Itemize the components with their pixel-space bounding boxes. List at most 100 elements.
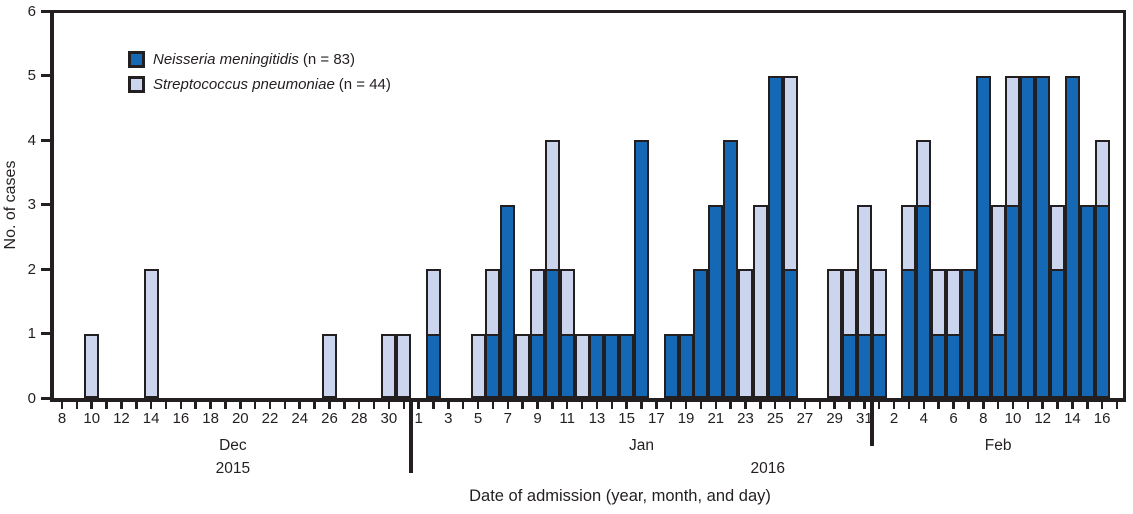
bar-segment-streptococcus: [916, 140, 932, 207]
bar-segment-streptococcus: [559, 269, 575, 336]
x-tick: [848, 402, 851, 409]
y-tick: [41, 332, 50, 335]
x-tick-label: 12: [113, 410, 130, 427]
bar-segment-neisseria: [663, 333, 679, 398]
legend-item-streptococcus: Streptococcus pneumoniae (n = 44): [128, 75, 391, 93]
year-caption: 2016: [750, 460, 786, 477]
y-tick-label: 5: [27, 67, 36, 84]
x-tick: [1115, 402, 1119, 409]
x-tick: [788, 402, 792, 409]
bar-segment-streptococcus: [990, 204, 1006, 336]
x-tick-label: 31: [856, 410, 873, 427]
bar-segment-streptococcus: [871, 269, 887, 336]
y-tick: [41, 74, 50, 77]
x-tick: [372, 402, 376, 409]
bar-segment-neisseria: [589, 333, 605, 398]
bar-segment-streptococcus: [544, 140, 560, 271]
x-tick: [447, 402, 450, 409]
bar-segment-neisseria: [500, 204, 516, 398]
bar-segment-streptococcus: [321, 333, 337, 398]
bar-segment-streptococcus: [856, 204, 872, 336]
bar-segment-neisseria: [960, 269, 976, 398]
x-tick: [699, 402, 703, 409]
x-tick: [1011, 402, 1015, 409]
x-tick-label: 25: [766, 410, 784, 427]
bar-segment-neisseria: [1020, 75, 1036, 398]
x-tick: [417, 402, 420, 409]
x-tick-label: 22: [261, 410, 279, 427]
x-tick: [1100, 402, 1104, 409]
legend-count-neisseria: (n = 83): [302, 50, 356, 68]
bar-segment-neisseria: [634, 140, 649, 398]
x-tick: [1041, 402, 1044, 409]
x-tick: [491, 402, 495, 409]
bar-segment-streptococcus: [1050, 204, 1066, 271]
x-tick: [60, 402, 64, 409]
bar-segment-neisseria: [1035, 75, 1051, 398]
x-tick: [922, 402, 926, 409]
x-tick: [744, 402, 747, 409]
bar-segment-neisseria: [723, 140, 739, 398]
x-tick-label: 1: [414, 410, 423, 427]
x-tick: [937, 402, 940, 409]
bar-segment-neisseria: [871, 333, 887, 398]
x-tick: [1086, 402, 1089, 409]
y-tick: [41, 267, 50, 271]
x-tick: [818, 402, 822, 409]
x-tick: [253, 402, 257, 409]
x-tick-label: 14: [1064, 410, 1081, 427]
x-tick-label: 12: [1034, 410, 1052, 427]
y-tick-label: 4: [27, 131, 36, 149]
bar-segment-streptococcus: [946, 269, 962, 336]
y-tick: [41, 203, 50, 206]
bar-segment-neisseria: [931, 333, 947, 398]
legend-swatch-streptococcus: [128, 75, 145, 93]
x-tick: [283, 402, 287, 409]
x-tick: [551, 402, 554, 409]
bar-segment-streptococcus: [574, 333, 590, 398]
x-tick-label: 20: [231, 410, 249, 427]
bar-segment-streptococcus: [842, 269, 858, 336]
x-tick: [268, 402, 272, 409]
x-tick: [357, 402, 361, 409]
x-tick: [759, 402, 762, 409]
x-tick-label: 18: [202, 410, 219, 427]
x-tick-label: 19: [677, 410, 695, 427]
bar-segment-neisseria: [485, 333, 501, 398]
bar-segment-neisseria: [782, 269, 798, 398]
x-tick: [402, 402, 405, 409]
bar-segment-streptococcus: [1005, 75, 1021, 207]
month-separator: [870, 398, 874, 446]
y-tick: [41, 138, 50, 142]
bar-segment-streptococcus: [425, 269, 441, 336]
x-tick: [164, 402, 168, 409]
y-tick-label: 6: [27, 2, 36, 20]
x-tick-label: 17: [648, 410, 665, 427]
x-tick: [432, 402, 435, 409]
legend-label-streptococcus: Streptococcus pneumoniae: [153, 75, 335, 93]
y-tick-label: 1: [27, 325, 36, 342]
bar-segment-streptococcus: [738, 269, 753, 398]
x-tick-label: 10: [83, 410, 101, 427]
x-tick: [729, 402, 732, 409]
x-tick-label: 5: [473, 410, 483, 427]
legend-label-neisseria: Neisseria meningitidis: [153, 50, 299, 68]
bar-segment-neisseria: [990, 333, 1006, 398]
x-tick: [506, 402, 510, 409]
x-tick: [714, 402, 718, 409]
x-tick: [1071, 402, 1074, 409]
x-tick: [328, 402, 331, 409]
x-tick: [684, 402, 688, 409]
x-tick: [655, 402, 658, 409]
bar-segment-neisseria: [1050, 269, 1066, 398]
bar-segment-streptococcus: [901, 204, 917, 271]
x-tick-label: 14: [142, 410, 160, 427]
bar-segment-streptococcus: [1094, 140, 1110, 207]
x-tick: [298, 402, 301, 409]
x-tick: [773, 402, 777, 409]
x-tick-label: 3: [444, 410, 453, 427]
x-tick: [135, 402, 138, 409]
x-tick-label: 16: [172, 410, 190, 427]
bar-segment-streptococcus: [931, 269, 947, 336]
